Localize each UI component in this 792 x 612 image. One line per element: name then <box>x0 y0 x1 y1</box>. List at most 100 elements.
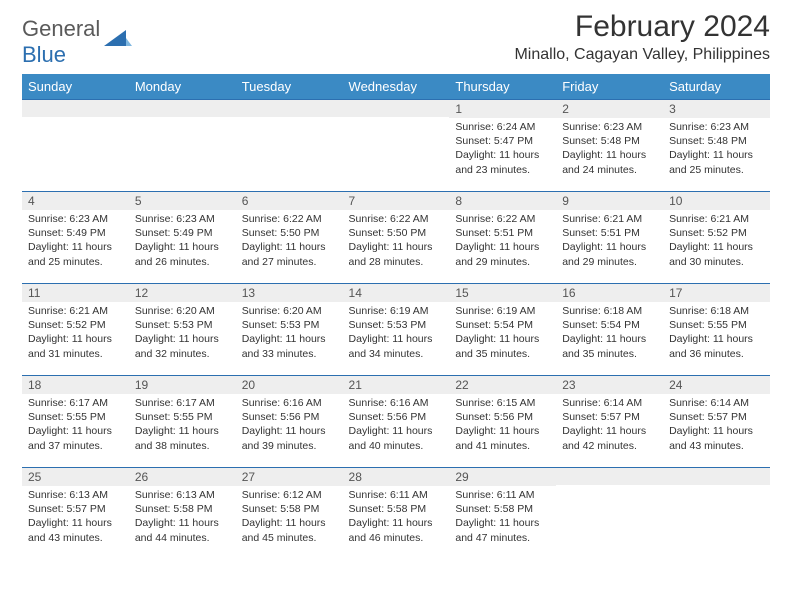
calendar-cell: 23Sunrise: 6:14 AMSunset: 5:57 PMDayligh… <box>556 375 663 467</box>
day-details: Sunrise: 6:23 AMSunset: 5:49 PMDaylight:… <box>129 210 236 273</box>
logo-triangle-icon <box>104 30 132 55</box>
day-details: Sunrise: 6:16 AMSunset: 5:56 PMDaylight:… <box>236 394 343 457</box>
location: Minallo, Cagayan Valley, Philippines <box>514 46 770 64</box>
day-number: 20 <box>236 375 343 394</box>
day-details: Sunrise: 6:22 AMSunset: 5:50 PMDaylight:… <box>343 210 450 273</box>
empty-day <box>663 467 770 485</box>
day-details: Sunrise: 6:11 AMSunset: 5:58 PMDaylight:… <box>449 486 556 549</box>
day-number: 4 <box>22 191 129 210</box>
calendar-cell: 8Sunrise: 6:22 AMSunset: 5:51 PMDaylight… <box>449 191 556 283</box>
calendar-cell: 5Sunrise: 6:23 AMSunset: 5:49 PMDaylight… <box>129 191 236 283</box>
calendar-cell <box>663 467 770 559</box>
calendar-cell: 3Sunrise: 6:23 AMSunset: 5:48 PMDaylight… <box>663 99 770 191</box>
empty-day <box>22 99 129 117</box>
calendar-cell: 27Sunrise: 6:12 AMSunset: 5:58 PMDayligh… <box>236 467 343 559</box>
calendar-cell: 6Sunrise: 6:22 AMSunset: 5:50 PMDaylight… <box>236 191 343 283</box>
weekday-header: Saturday <box>663 74 770 99</box>
logo-word-1: General <box>22 16 100 41</box>
logo-text: General Blue <box>22 16 100 68</box>
day-details: Sunrise: 6:23 AMSunset: 5:48 PMDaylight:… <box>663 118 770 181</box>
calendar-week-row: 4Sunrise: 6:23 AMSunset: 5:49 PMDaylight… <box>22 191 770 283</box>
day-details: Sunrise: 6:11 AMSunset: 5:58 PMDaylight:… <box>343 486 450 549</box>
day-number: 27 <box>236 467 343 486</box>
day-number: 26 <box>129 467 236 486</box>
day-details: Sunrise: 6:19 AMSunset: 5:53 PMDaylight:… <box>343 302 450 365</box>
calendar-cell <box>556 467 663 559</box>
day-details: Sunrise: 6:23 AMSunset: 5:49 PMDaylight:… <box>22 210 129 273</box>
day-number: 24 <box>663 375 770 394</box>
day-number: 12 <box>129 283 236 302</box>
calendar-cell: 13Sunrise: 6:20 AMSunset: 5:53 PMDayligh… <box>236 283 343 375</box>
day-number: 11 <box>22 283 129 302</box>
weekday-header: Tuesday <box>236 74 343 99</box>
calendar-cell: 12Sunrise: 6:20 AMSunset: 5:53 PMDayligh… <box>129 283 236 375</box>
calendar-cell: 18Sunrise: 6:17 AMSunset: 5:55 PMDayligh… <box>22 375 129 467</box>
day-details: Sunrise: 6:22 AMSunset: 5:50 PMDaylight:… <box>236 210 343 273</box>
calendar-cell: 10Sunrise: 6:21 AMSunset: 5:52 PMDayligh… <box>663 191 770 283</box>
day-details: Sunrise: 6:18 AMSunset: 5:55 PMDaylight:… <box>663 302 770 365</box>
day-number: 13 <box>236 283 343 302</box>
day-number: 1 <box>449 99 556 118</box>
day-number: 28 <box>343 467 450 486</box>
day-details: Sunrise: 6:19 AMSunset: 5:54 PMDaylight:… <box>449 302 556 365</box>
header: General Blue February 2024 Minallo, Caga… <box>22 10 770 68</box>
day-number: 5 <box>129 191 236 210</box>
day-details: Sunrise: 6:14 AMSunset: 5:57 PMDaylight:… <box>556 394 663 457</box>
calendar-cell: 24Sunrise: 6:14 AMSunset: 5:57 PMDayligh… <box>663 375 770 467</box>
day-number: 23 <box>556 375 663 394</box>
day-details: Sunrise: 6:20 AMSunset: 5:53 PMDaylight:… <box>236 302 343 365</box>
calendar-cell <box>236 99 343 191</box>
calendar-cell: 25Sunrise: 6:13 AMSunset: 5:57 PMDayligh… <box>22 467 129 559</box>
day-details: Sunrise: 6:21 AMSunset: 5:51 PMDaylight:… <box>556 210 663 273</box>
weekday-header: Sunday <box>22 74 129 99</box>
day-details: Sunrise: 6:21 AMSunset: 5:52 PMDaylight:… <box>663 210 770 273</box>
logo: General Blue <box>22 16 132 68</box>
day-number: 19 <box>129 375 236 394</box>
day-number: 10 <box>663 191 770 210</box>
day-number: 3 <box>663 99 770 118</box>
calendar-table: Sunday Monday Tuesday Wednesday Thursday… <box>22 74 770 559</box>
calendar-cell <box>129 99 236 191</box>
day-number: 22 <box>449 375 556 394</box>
day-details: Sunrise: 6:17 AMSunset: 5:55 PMDaylight:… <box>22 394 129 457</box>
weekday-header: Wednesday <box>343 74 450 99</box>
day-number: 14 <box>343 283 450 302</box>
day-details: Sunrise: 6:24 AMSunset: 5:47 PMDaylight:… <box>449 118 556 181</box>
calendar-cell: 28Sunrise: 6:11 AMSunset: 5:58 PMDayligh… <box>343 467 450 559</box>
calendar-cell: 2Sunrise: 6:23 AMSunset: 5:48 PMDaylight… <box>556 99 663 191</box>
day-number: 6 <box>236 191 343 210</box>
weekday-header-row: Sunday Monday Tuesday Wednesday Thursday… <box>22 74 770 99</box>
weekday-header: Monday <box>129 74 236 99</box>
day-number: 29 <box>449 467 556 486</box>
day-number: 18 <box>22 375 129 394</box>
day-details: Sunrise: 6:14 AMSunset: 5:57 PMDaylight:… <box>663 394 770 457</box>
calendar-cell: 16Sunrise: 6:18 AMSunset: 5:54 PMDayligh… <box>556 283 663 375</box>
calendar-cell: 17Sunrise: 6:18 AMSunset: 5:55 PMDayligh… <box>663 283 770 375</box>
calendar-cell: 4Sunrise: 6:23 AMSunset: 5:49 PMDaylight… <box>22 191 129 283</box>
day-number: 9 <box>556 191 663 210</box>
day-number: 15 <box>449 283 556 302</box>
day-details: Sunrise: 6:13 AMSunset: 5:58 PMDaylight:… <box>129 486 236 549</box>
title-block: February 2024 Minallo, Cagayan Valley, P… <box>514 10 770 64</box>
logo-word-2: Blue <box>22 42 66 67</box>
calendar-week-row: 18Sunrise: 6:17 AMSunset: 5:55 PMDayligh… <box>22 375 770 467</box>
calendar-cell <box>343 99 450 191</box>
day-details: Sunrise: 6:13 AMSunset: 5:57 PMDaylight:… <box>22 486 129 549</box>
calendar-cell <box>22 99 129 191</box>
calendar-cell: 20Sunrise: 6:16 AMSunset: 5:56 PMDayligh… <box>236 375 343 467</box>
day-details: Sunrise: 6:18 AMSunset: 5:54 PMDaylight:… <box>556 302 663 365</box>
calendar-cell: 15Sunrise: 6:19 AMSunset: 5:54 PMDayligh… <box>449 283 556 375</box>
calendar-cell: 22Sunrise: 6:15 AMSunset: 5:56 PMDayligh… <box>449 375 556 467</box>
calendar-cell: 7Sunrise: 6:22 AMSunset: 5:50 PMDaylight… <box>343 191 450 283</box>
day-number: 25 <box>22 467 129 486</box>
day-details: Sunrise: 6:22 AMSunset: 5:51 PMDaylight:… <box>449 210 556 273</box>
day-details: Sunrise: 6:20 AMSunset: 5:53 PMDaylight:… <box>129 302 236 365</box>
calendar-cell: 19Sunrise: 6:17 AMSunset: 5:55 PMDayligh… <box>129 375 236 467</box>
calendar-cell: 14Sunrise: 6:19 AMSunset: 5:53 PMDayligh… <box>343 283 450 375</box>
calendar-cell: 21Sunrise: 6:16 AMSunset: 5:56 PMDayligh… <box>343 375 450 467</box>
day-number: 16 <box>556 283 663 302</box>
day-number: 7 <box>343 191 450 210</box>
day-details: Sunrise: 6:17 AMSunset: 5:55 PMDaylight:… <box>129 394 236 457</box>
day-details: Sunrise: 6:21 AMSunset: 5:52 PMDaylight:… <box>22 302 129 365</box>
calendar-cell: 29Sunrise: 6:11 AMSunset: 5:58 PMDayligh… <box>449 467 556 559</box>
